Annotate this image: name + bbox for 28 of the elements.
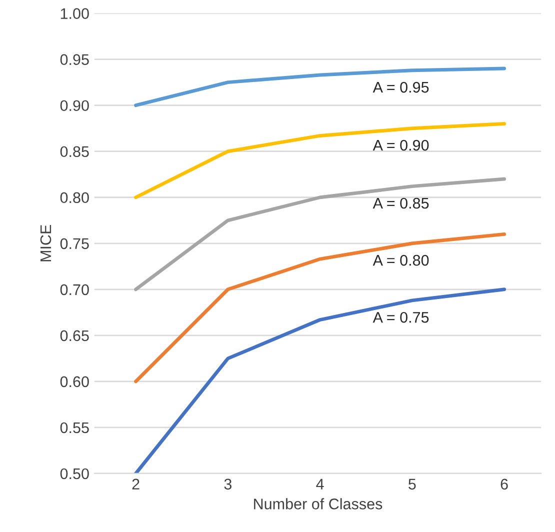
- y-tick-label: 0.65: [60, 330, 89, 342]
- line-series: [134, 122, 506, 200]
- y-tick-label: 0.95: [60, 54, 89, 66]
- y-tick-label: 0.70: [60, 284, 89, 296]
- series-label: A = 0.80: [372, 254, 429, 266]
- line-series: [134, 232, 506, 384]
- y-tick-label: 0.75: [60, 238, 89, 250]
- x-tick-label: 3: [224, 478, 232, 490]
- y-tick-label: 1.00: [60, 8, 89, 19]
- x-tick-label: 4: [316, 478, 324, 490]
- x-tick-label: 2: [132, 478, 140, 490]
- x-axis-title: Number of Classes: [254, 498, 382, 510]
- y-tick-label: 0.50: [60, 468, 89, 480]
- y-tick-label: 0.85: [60, 146, 89, 158]
- y-tick-label: 0.55: [60, 422, 89, 434]
- series-label: A = 0.85: [372, 198, 429, 209]
- line-series: [134, 66, 506, 108]
- x-tick-label: 5: [408, 478, 416, 490]
- line-series: [134, 177, 506, 292]
- y-tick-label: 0.90: [60, 100, 89, 112]
- series-label: A = 0.95: [372, 82, 429, 93]
- y-axis-title: MICE: [40, 224, 52, 262]
- x-tick-label: 6: [500, 478, 508, 490]
- line-series: [134, 288, 506, 474]
- series-label: A = 0.75: [372, 312, 429, 323]
- y-tick-label: 0.80: [60, 192, 89, 204]
- series-label: A = 0.90: [372, 140, 429, 151]
- y-tick-label: 0.60: [60, 376, 89, 388]
